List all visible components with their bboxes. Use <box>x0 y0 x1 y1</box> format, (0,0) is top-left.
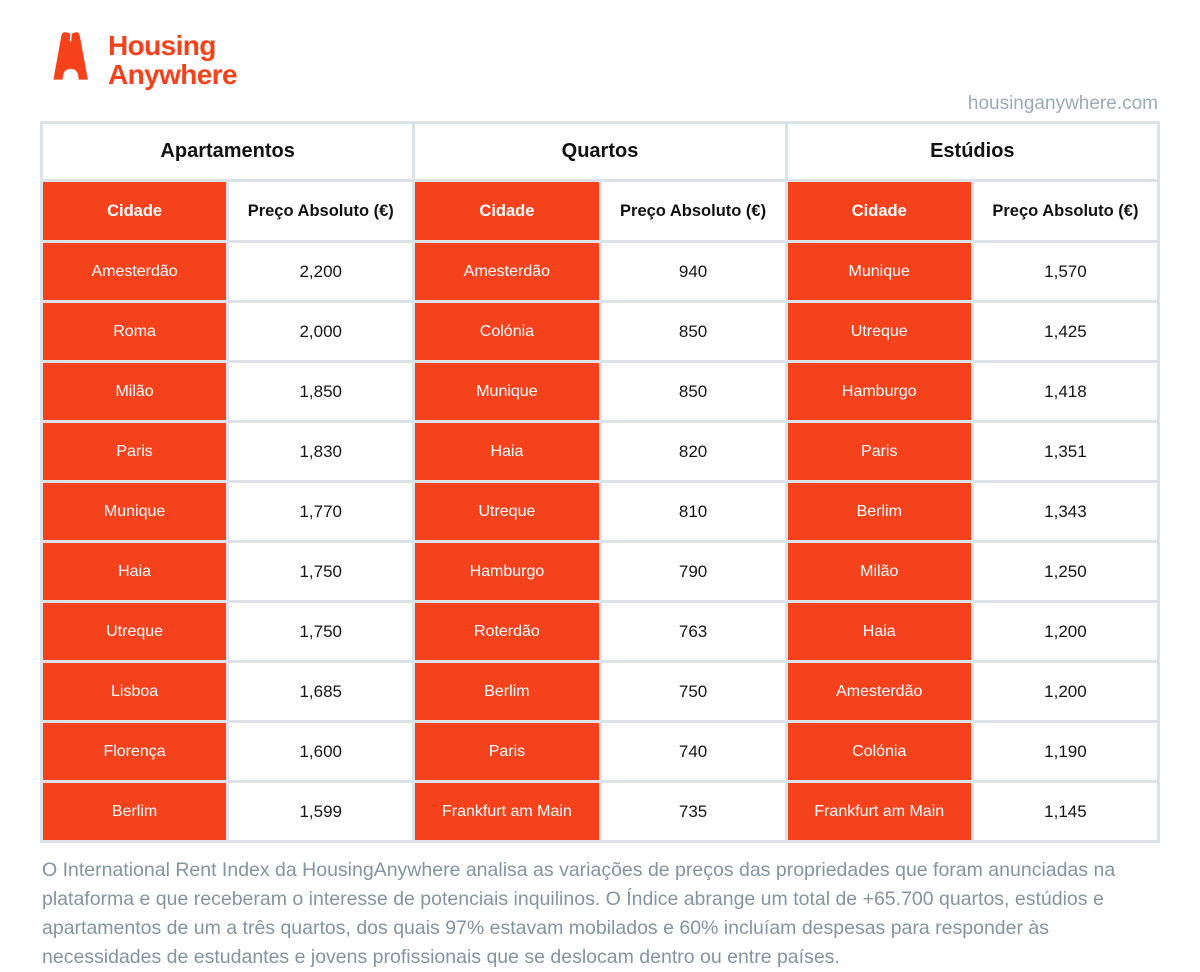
city-cell: Hamburgo <box>787 363 971 420</box>
price-cell: 1,343 <box>973 483 1157 540</box>
city-cell: Milão <box>43 363 227 420</box>
logo-wordmark: Housing Anywhere <box>108 30 238 90</box>
price-cell: 1,830 <box>229 423 413 480</box>
city-cell: Amesterdão <box>787 663 971 720</box>
price-cell: 1,145 <box>973 783 1157 840</box>
price-cell: 1,425 <box>973 303 1157 360</box>
city-cell: Berlim <box>43 783 227 840</box>
city-cell: Utreque <box>415 483 599 540</box>
rent-table: Apartamentos Quartos Estúdios Cidade Preço A… <box>40 121 1160 843</box>
price-cell: 790 <box>601 543 785 600</box>
city-cell: Haia <box>787 603 971 660</box>
website-url: housinganywhere.com <box>967 93 1158 114</box>
city-column-header: Cidade <box>43 182 227 240</box>
price-cell: 1,750 <box>229 543 413 600</box>
city-cell: Colónia <box>415 303 599 360</box>
city-cell: Amesterdão <box>43 243 227 300</box>
logo-word-anywhere: Anywhere <box>108 59 238 90</box>
city-cell: Paris <box>787 423 971 480</box>
price-cell: 1,351 <box>973 423 1157 480</box>
city-column-header: Cidade <box>415 182 599 240</box>
price-cell: 763 <box>601 603 785 660</box>
price-cell: 1,570 <box>973 243 1157 300</box>
city-cell: Frankfurt am Main <box>787 783 971 840</box>
city-cell: Utreque <box>787 303 971 360</box>
city-cell: Lisboa <box>43 663 227 720</box>
price-cell: 850 <box>601 363 785 420</box>
price-cell: 1,250 <box>973 543 1157 600</box>
price-cell: 1,685 <box>229 663 413 720</box>
price-column-header: Preço Absoluto (€) <box>973 182 1157 240</box>
city-cell: Haia <box>415 423 599 480</box>
price-cell: 820 <box>601 423 785 480</box>
city-cell: Hamburgo <box>415 543 599 600</box>
price-cell: 750 <box>601 663 785 720</box>
price-cell: 1,750 <box>229 603 413 660</box>
price-cell: 735 <box>601 783 785 840</box>
city-cell: Munique <box>787 243 971 300</box>
price-cell: 2,200 <box>229 243 413 300</box>
group-header-quartos: Quartos <box>415 124 785 179</box>
city-cell: Frankfurt am Main <box>415 783 599 840</box>
city-cell: Colónia <box>787 723 971 780</box>
price-cell: 1,850 <box>229 363 413 420</box>
logo-word-housing: Housing <box>108 30 216 61</box>
city-cell: Florença <box>43 723 227 780</box>
price-cell: 1,418 <box>973 363 1157 420</box>
city-cell: Paris <box>43 423 227 480</box>
price-cell: 1,200 <box>973 603 1157 660</box>
city-cell: Berlim <box>787 483 971 540</box>
city-cell: Munique <box>43 483 227 540</box>
housinganywhere-logo: Housing Anywhere <box>42 24 238 90</box>
price-column-header: Preço Absoluto (€) <box>229 182 413 240</box>
city-cell: Roterdão <box>415 603 599 660</box>
price-cell: 1,770 <box>229 483 413 540</box>
city-cell: Berlim <box>415 663 599 720</box>
city-cell: Utreque <box>43 603 227 660</box>
price-cell: 2,000 <box>229 303 413 360</box>
footer-note: O International Rent Index da HousingAny… <box>42 859 1116 968</box>
price-column-header: Preço Absoluto (€) <box>601 182 785 240</box>
city-cell: Haia <box>43 543 227 600</box>
price-cell: 810 <box>601 483 785 540</box>
price-cell: 850 <box>601 303 785 360</box>
city-cell: Paris <box>415 723 599 780</box>
city-cell: Roma <box>43 303 227 360</box>
price-cell: 1,600 <box>229 723 413 780</box>
price-cell: 1,599 <box>229 783 413 840</box>
city-cell: Amesterdão <box>415 243 599 300</box>
city-cell: Munique <box>415 363 599 420</box>
page-header: Housing Anywhere housinganywhere.com <box>0 0 1200 121</box>
price-cell: 940 <box>601 243 785 300</box>
group-header-estudios: Estúdios <box>787 124 1157 179</box>
housinganywhere-logo-icon <box>53 32 88 80</box>
city-column-header: Cidade <box>787 182 971 240</box>
price-cell: 1,190 <box>973 723 1157 780</box>
price-cell: 1,200 <box>973 663 1157 720</box>
city-cell: Milão <box>787 543 971 600</box>
group-header-apartamentos: Apartamentos <box>43 124 413 179</box>
price-cell: 740 <box>601 723 785 780</box>
